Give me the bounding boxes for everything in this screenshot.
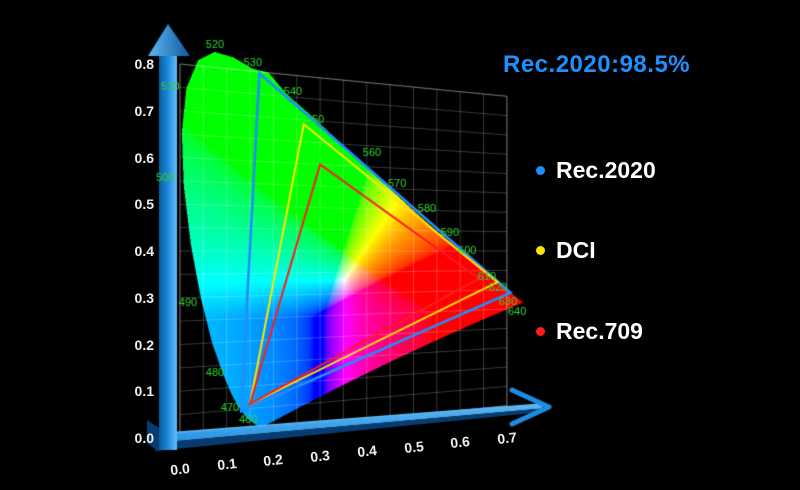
- y-tick-label: 0.0: [134, 430, 154, 446]
- y-tick-label: 0.7: [134, 102, 154, 119]
- rec2020-dot-icon: [536, 166, 545, 175]
- y-tick-label: 0.8: [134, 56, 154, 72]
- x-tick-label: 0.2: [262, 451, 284, 470]
- legend-label: DCI: [556, 237, 596, 263]
- legend-label: Rec.709: [556, 318, 643, 344]
- y-tick-label: 0.3: [134, 289, 154, 306]
- coverage-title: Rec.2020:98.5%: [503, 51, 691, 78]
- legend-item-dci: DCI: [536, 237, 596, 264]
- dci-dot-icon: [536, 246, 545, 255]
- y-tick-label: 0.6: [134, 149, 154, 166]
- y-tick-label: 0.5: [134, 196, 154, 213]
- y-tick-label: 0.2: [134, 336, 154, 353]
- legend-item-rec2020: Rec.2020: [536, 157, 656, 184]
- x-tick-label: 0.4: [356, 442, 378, 461]
- x-tick-label: 0.7: [496, 429, 518, 448]
- legend: Rec.2020 DCI Rec.709: [536, 157, 756, 367]
- legend-item-rec709: Rec.709: [536, 318, 643, 345]
- x-tick-label: 0.3: [309, 446, 331, 465]
- y-tick-label: 0.4: [134, 243, 154, 259]
- x-tick-label: 0.5: [402, 437, 425, 456]
- x-tick-label: 0.0: [169, 459, 191, 478]
- y-tick-label: 0.1: [134, 383, 154, 400]
- legend-label: Rec.2020: [556, 157, 656, 183]
- rec709-dot-icon: [536, 327, 545, 336]
